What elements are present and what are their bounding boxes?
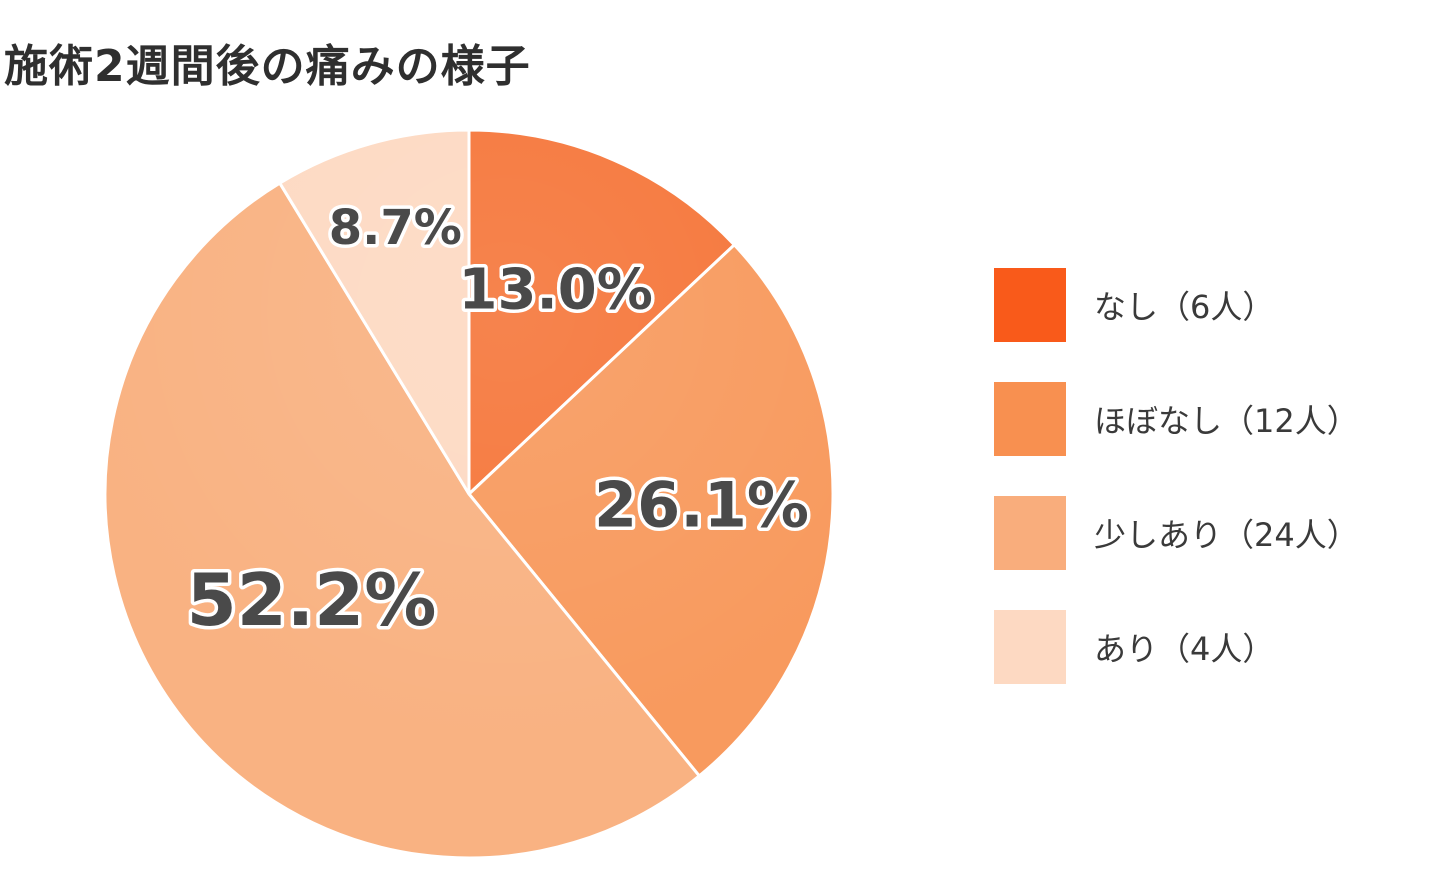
- pie-slice-label: 13.0%: [459, 258, 653, 323]
- legend-label: なし（6人）: [1094, 288, 1275, 326]
- legend-swatch: [994, 382, 1066, 456]
- legend-swatch: [994, 610, 1066, 684]
- legend-label: ほぼなし（12人）: [1094, 402, 1359, 440]
- legend-swatch: [994, 268, 1066, 342]
- pie-slice-label: 52.2%: [187, 558, 437, 642]
- legend-label: 少しあり（24人）: [1094, 516, 1359, 554]
- legend: なし（6人） ほぼなし（12人） 少しあり（24人） あり（4人）: [994, 268, 1359, 724]
- legend-label: あり（4人）: [1094, 630, 1275, 668]
- chart-title: 施術2週間後の痛みの様子: [4, 41, 531, 92]
- legend-swatch: [994, 496, 1066, 570]
- legend-item-ari: あり（4人）: [994, 610, 1359, 684]
- legend-item-hobonashi: ほぼなし（12人）: [994, 382, 1359, 456]
- legend-item-nashi: なし（6人）: [994, 268, 1359, 342]
- pie-slice-label: 8.7%: [329, 200, 462, 256]
- pie-slice-label: 26.1%: [594, 468, 809, 541]
- pie-labels: 13.0% 26.1% 52.2% 8.7%: [183, 197, 812, 646]
- legend-item-sukoshiari: 少しあり（24人）: [994, 496, 1359, 570]
